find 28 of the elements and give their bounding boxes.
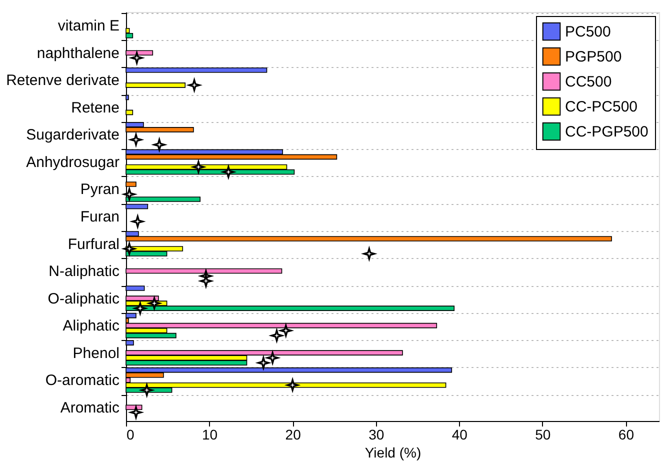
- x-tick-label: 30: [368, 426, 384, 442]
- legend-label: CC-PC500: [565, 98, 638, 116]
- legend-label: CC-PGP500: [565, 124, 648, 140]
- y-tick-label: Furfural: [68, 236, 120, 253]
- x-tick-label: 60: [618, 426, 634, 442]
- x-axis-title: Yield (%): [364, 444, 422, 460]
- x-tick-label: 50: [535, 426, 551, 442]
- y-tick-label: N-aliphatic: [48, 263, 120, 280]
- y-tick-label: Retene: [71, 99, 120, 116]
- x-tick-label: 10: [202, 426, 218, 442]
- x-tick-label: 0: [126, 426, 134, 442]
- y-tick-label: Anhydrosugar: [26, 154, 120, 171]
- legend-label: CC500: [565, 74, 612, 90]
- y-tick-label: O-aromatic: [45, 372, 120, 390]
- y-tick-label: naphthalene: [36, 44, 120, 62]
- y-tick-label: Sugarderivate: [26, 126, 120, 144]
- legend-label: PC500: [565, 24, 611, 40]
- x-tick-label: 40: [452, 426, 468, 442]
- y-tick-label: Pyran: [80, 181, 120, 198]
- legend-label: PGP500: [565, 48, 622, 66]
- y-tick-label: O-aliphatic: [48, 290, 120, 308]
- y-tick-label: Furan: [80, 208, 120, 226]
- y-tick-label: vitamin E: [58, 18, 120, 35]
- y-tick-label: Aromatic: [60, 399, 120, 416]
- y-tick-label: Aliphatic: [62, 318, 120, 335]
- y-tick-label: Retenve derivate: [6, 72, 120, 90]
- x-tick-label: 20: [285, 426, 302, 442]
- y-tick-label: Phenol: [72, 344, 120, 362]
